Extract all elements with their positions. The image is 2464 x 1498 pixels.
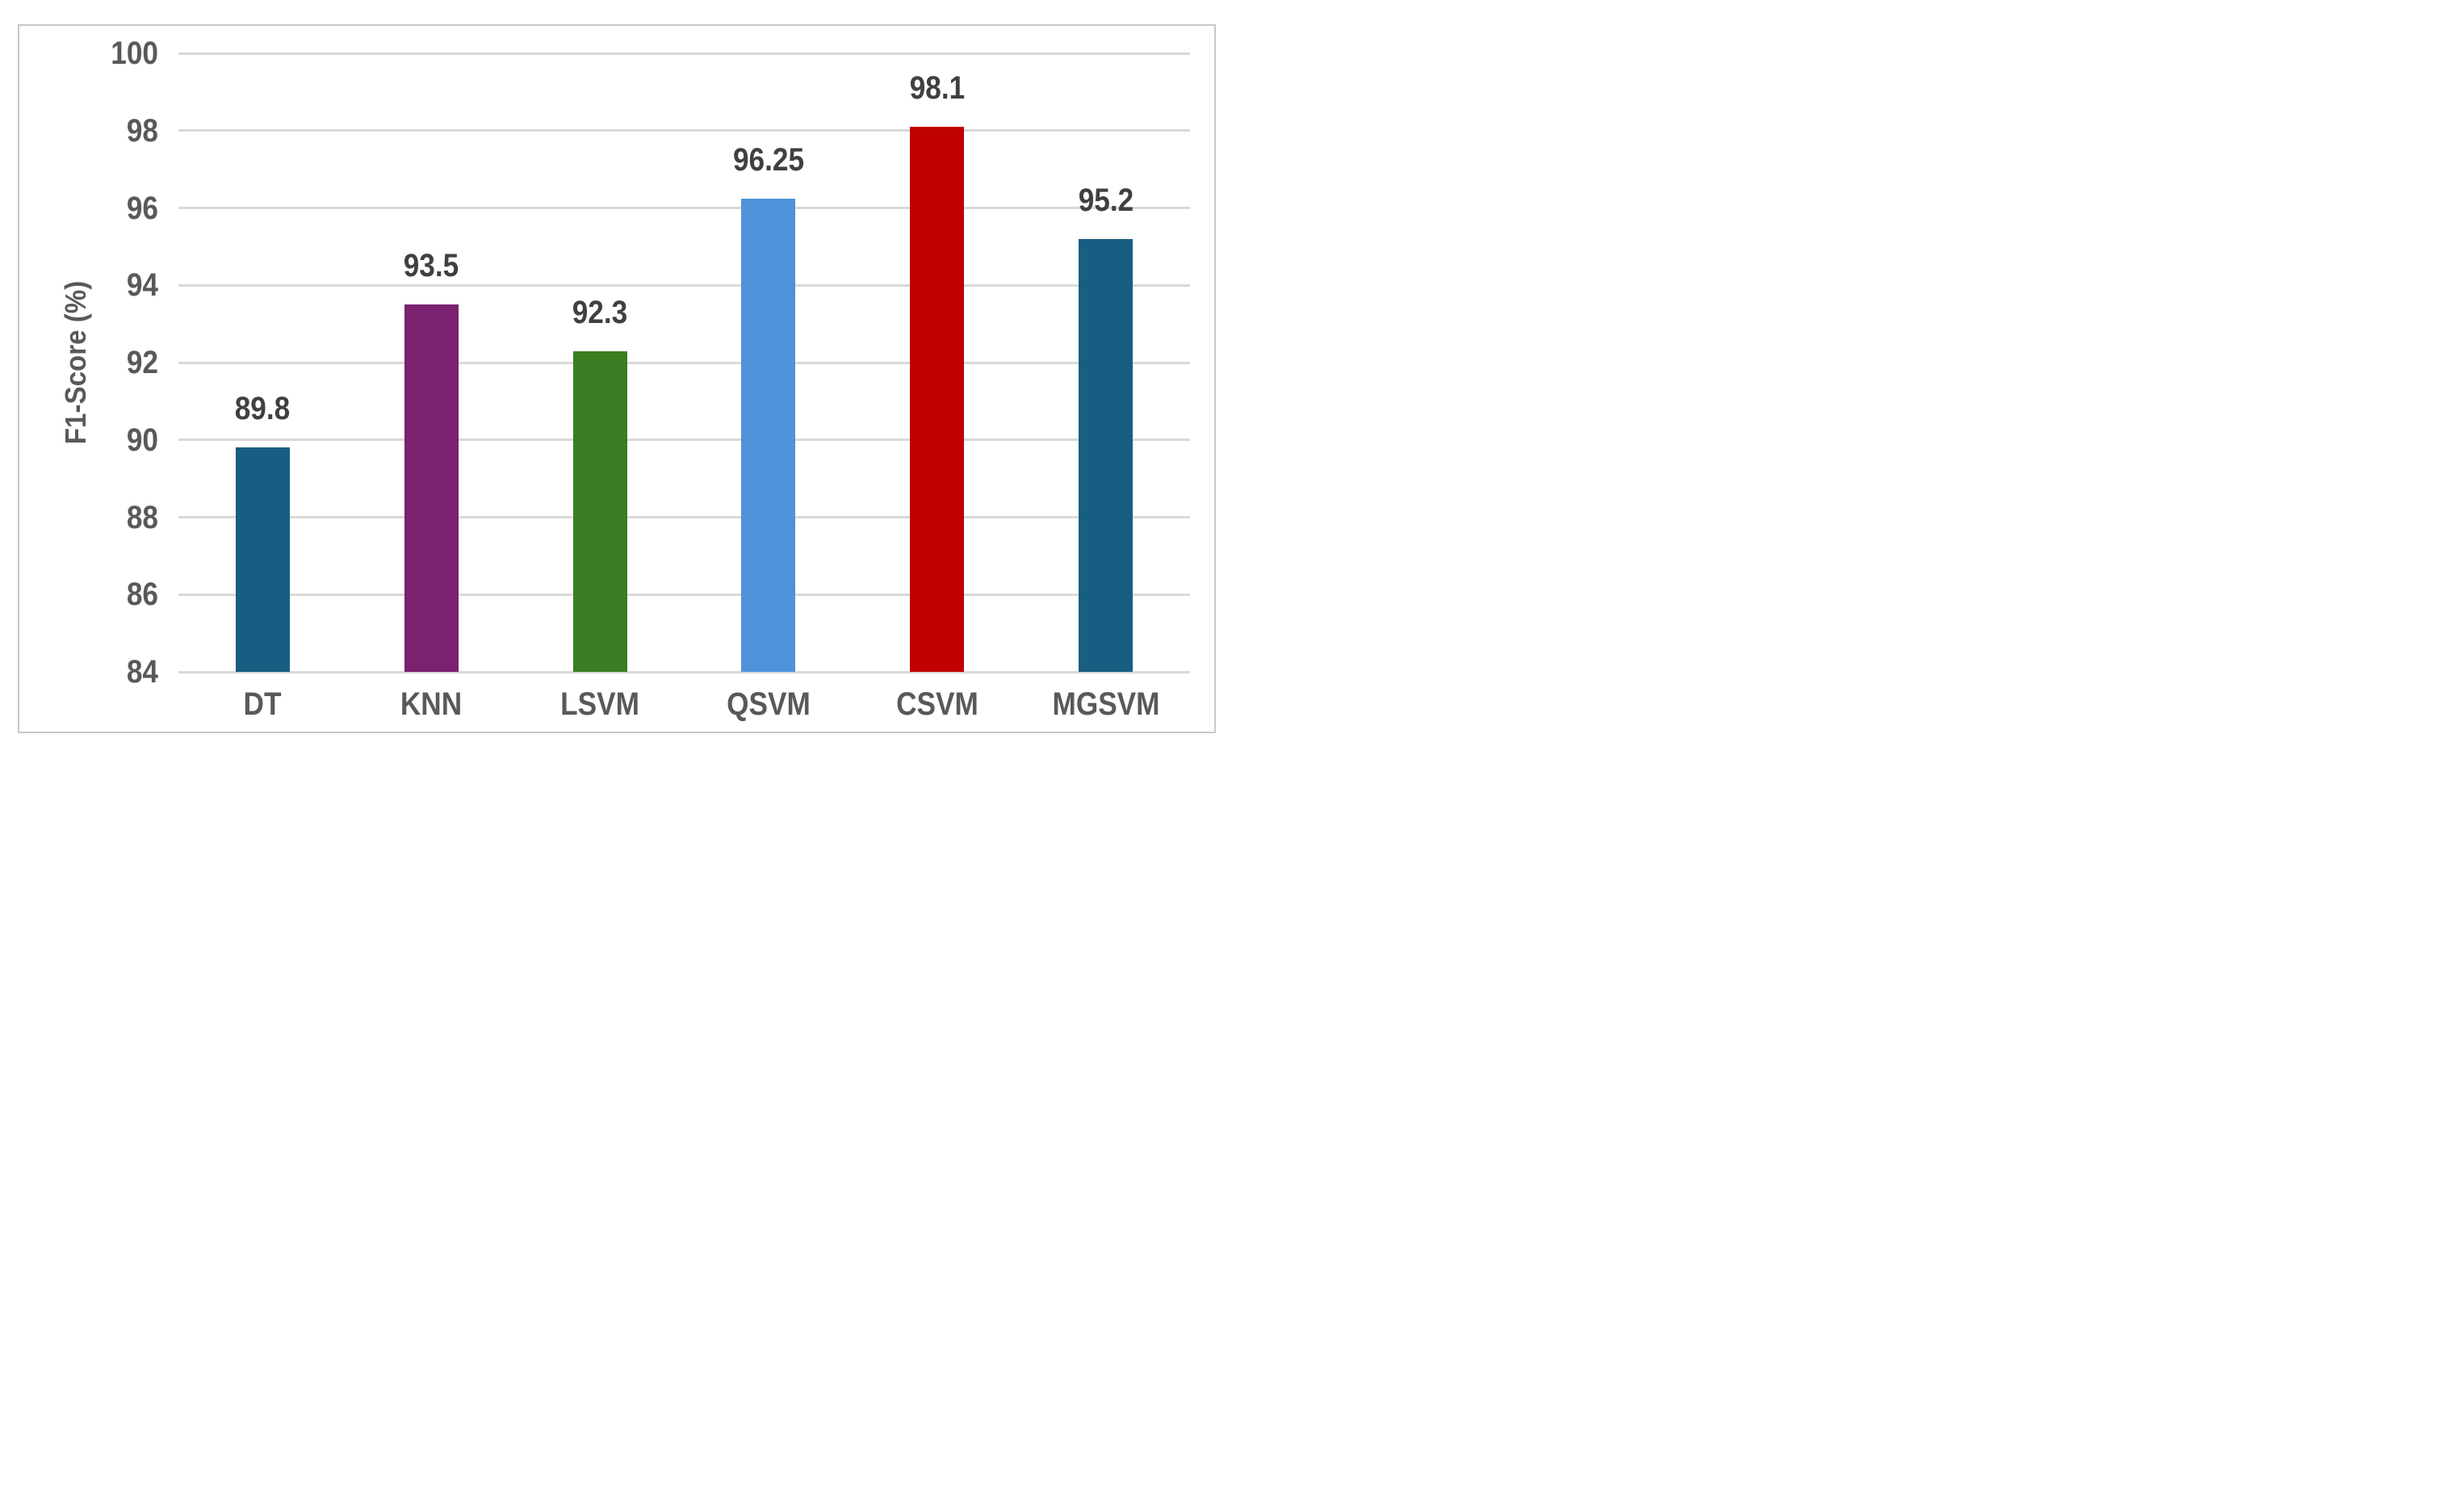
- chart-page: F1-Score (%) 84 86 88 90 92 94 96 98 100 89.8 DT 93…: [0, 0, 1232, 749]
- gridline: [178, 52, 1190, 55]
- bar-value-label: 93.5: [403, 248, 459, 284]
- bar-csvm: [910, 126, 965, 672]
- chart-figure: F1-Score (%) 84 86 88 90 92 94 96 98 100 89.8 DT 93…: [18, 24, 1216, 733]
- gridline: [178, 207, 1190, 209]
- x-tick-label: LSVM: [560, 686, 639, 722]
- y-tick-label: 96: [126, 190, 158, 226]
- gridline: [178, 129, 1190, 132]
- gridline: [178, 516, 1190, 518]
- bar-dt: [235, 447, 290, 672]
- bar-value-label: 95.2: [1078, 182, 1134, 218]
- bar-lsvm: [572, 350, 627, 672]
- gridline: [178, 438, 1190, 442]
- y-tick-label: 86: [126, 577, 158, 613]
- bar-value-label: 96.25: [732, 141, 804, 178]
- bar-mgsvm: [1079, 238, 1134, 672]
- y-tick-label: 84: [126, 654, 158, 690]
- y-tick-label: 90: [126, 422, 158, 458]
- y-tick-label: 98: [126, 112, 158, 149]
- bar-value-label: 92.3: [572, 294, 628, 330]
- x-tick-label: MGSVM: [1052, 686, 1160, 722]
- gridline: [178, 670, 1190, 673]
- x-tick-label: DT: [243, 686, 282, 722]
- y-tick-label: 92: [126, 345, 158, 380]
- gridline: [178, 593, 1190, 596]
- gridline: [178, 283, 1190, 287]
- x-tick-label: QSVM: [727, 686, 811, 722]
- y-tick-label: 100: [111, 36, 158, 71]
- bar-qsvm: [741, 198, 796, 672]
- x-tick-label: CSVM: [895, 686, 978, 722]
- bar-value-label: 98.1: [909, 69, 966, 106]
- gridline: [178, 361, 1190, 364]
- bar-knn: [404, 304, 459, 672]
- x-tick-label: KNN: [400, 686, 463, 722]
- y-tick-label: 94: [126, 267, 158, 304]
- bar-value-label: 89.8: [235, 391, 291, 427]
- y-tick-label: 88: [126, 499, 158, 535]
